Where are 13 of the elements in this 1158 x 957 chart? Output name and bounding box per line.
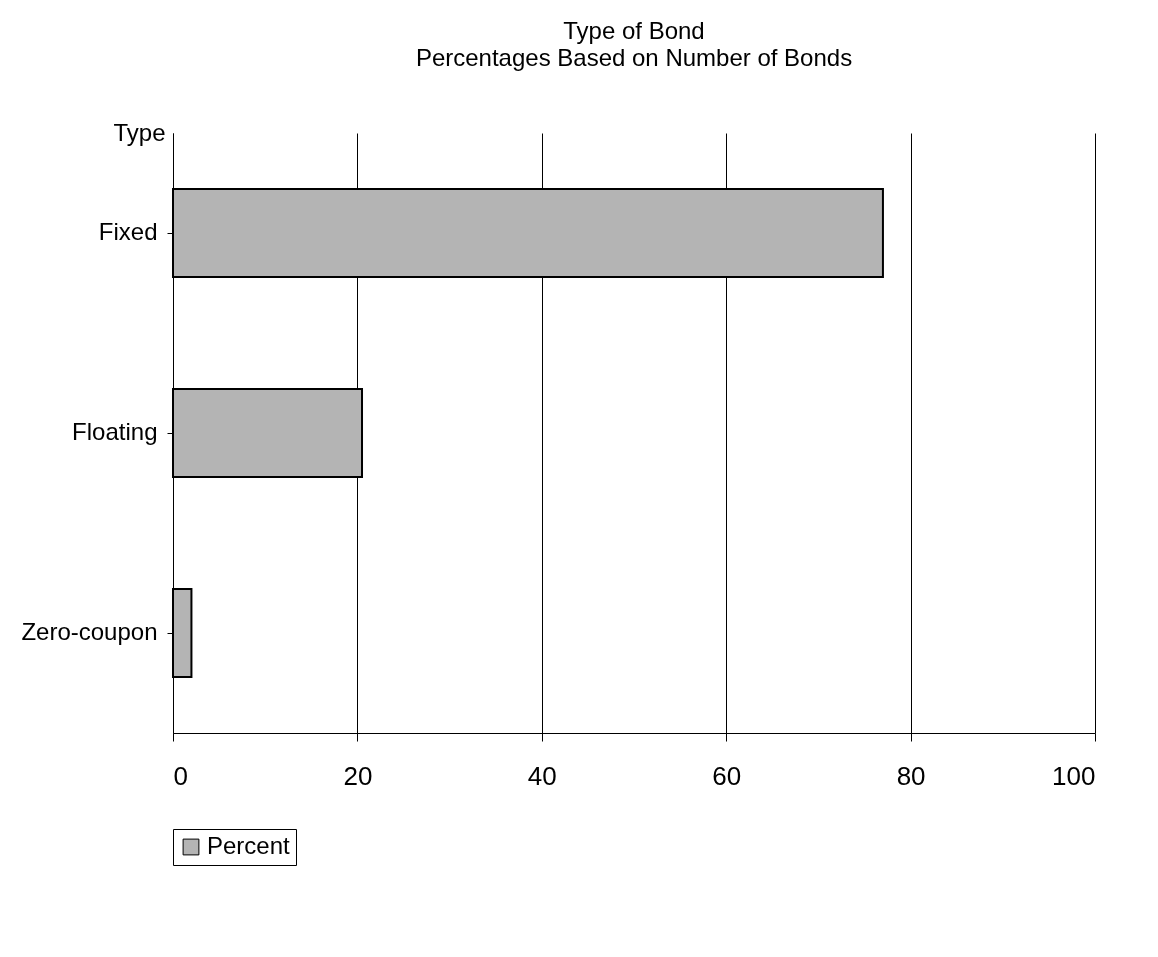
y-tick-label: Floating xyxy=(72,418,158,445)
x-tick-label: 80 xyxy=(896,760,926,791)
x-tick-label: 40 xyxy=(527,760,557,791)
chart-subtitle: Percentages Based on Number of Bonds xyxy=(415,44,853,71)
x-tick-label: 20 xyxy=(343,760,373,791)
x-tick-label: 0 xyxy=(173,760,188,791)
x-tick-label: 60 xyxy=(712,760,742,791)
chart-title: Type of Bond xyxy=(563,17,705,44)
legend-label: Percent xyxy=(207,832,291,859)
y-axis-title: Type xyxy=(113,118,166,146)
y-tick-label: Fixed xyxy=(98,218,158,245)
x-tick-label: 100 xyxy=(1052,760,1096,791)
y-tick-label: Zero-coupon xyxy=(21,618,158,645)
